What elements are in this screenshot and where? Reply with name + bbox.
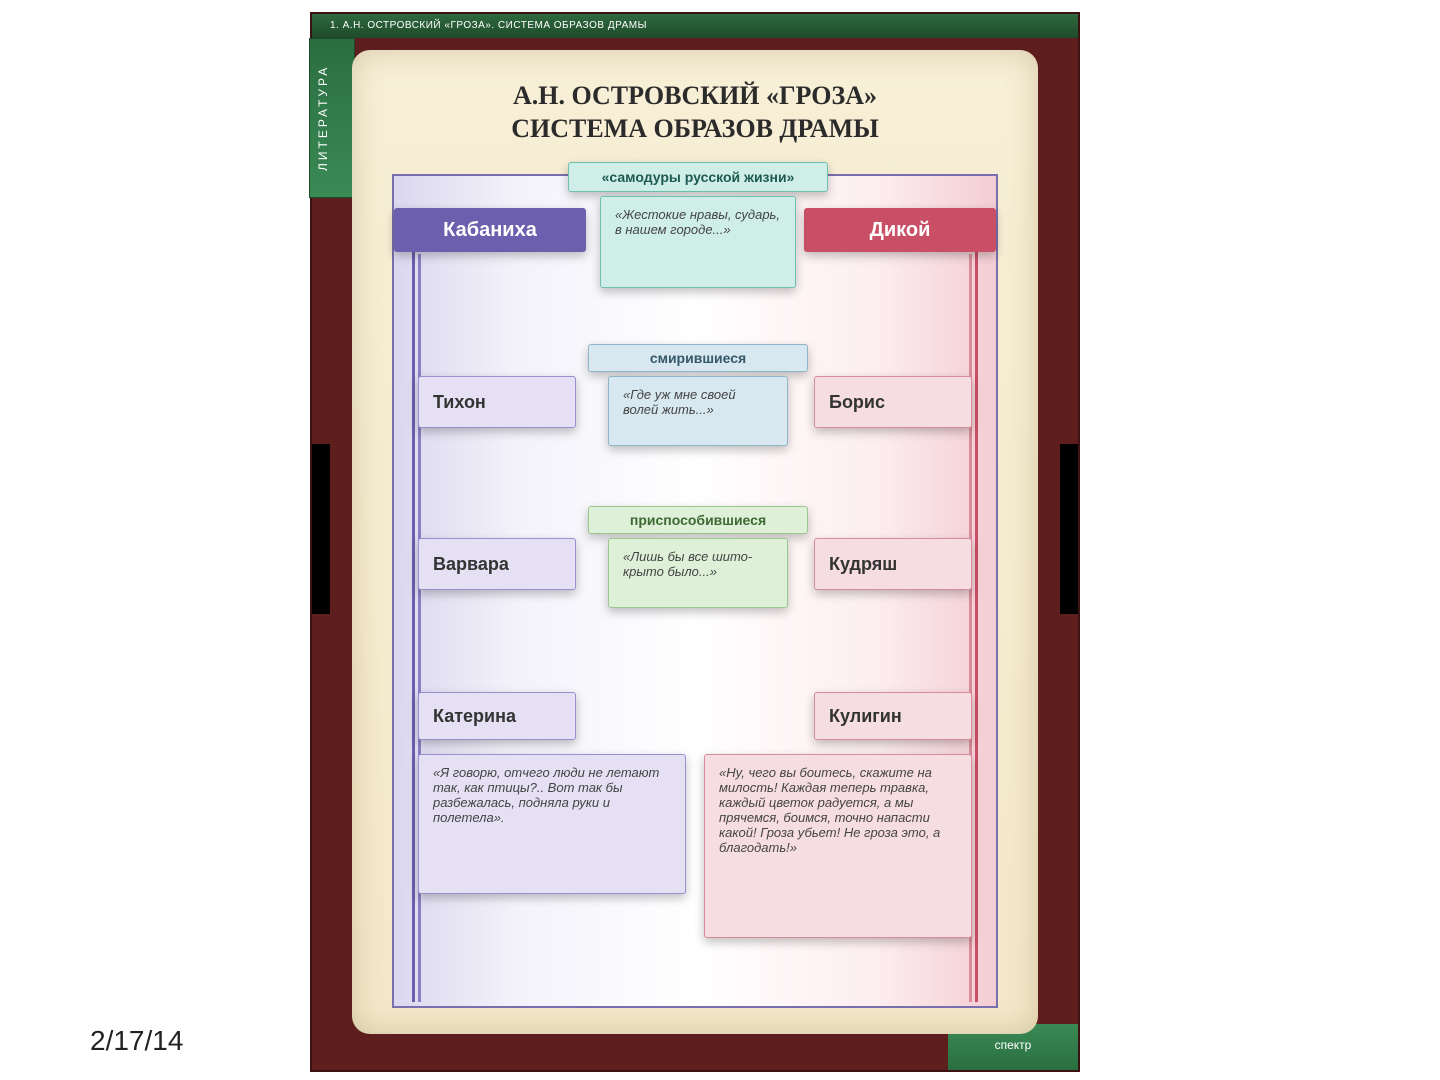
quote-r1: «Жестокие нравы, сударь, в нашем городе.… bbox=[600, 196, 796, 288]
left-rail bbox=[412, 220, 415, 1002]
char-kuligin: Кулигин bbox=[814, 692, 972, 740]
quote-kuligin: «Ну, чего вы боитесь, скажите на милость… bbox=[704, 754, 972, 938]
char-varvara: Варвара bbox=[418, 538, 576, 590]
binding-tab-left bbox=[312, 444, 330, 614]
diagram-panel: «самодуры русской жизни» Кабаниха Дикой … bbox=[392, 174, 998, 1008]
quote-katerina: «Я говорю, отчего люди не летают так, ка… bbox=[418, 754, 686, 894]
subject-tab: ЛИТЕРАТУРА bbox=[309, 38, 355, 198]
poster-frame: 1. А.Н. ОСТРОВСКИЙ «ГРОЗА». СИСТЕМА ОБРА… bbox=[310, 12, 1080, 1072]
category-smirivshiesya: смирившиеся bbox=[588, 344, 808, 372]
scroll-background: А.Н. ОСТРОВСКИЙ «ГРОЗА» СИСТЕМА ОБРАЗОВ … bbox=[352, 50, 1038, 1034]
title-line-1: А.Н. ОСТРОВСКИЙ «ГРОЗА» bbox=[352, 80, 1038, 113]
poster-title: А.Н. ОСТРОВСКИЙ «ГРОЗА» СИСТЕМА ОБРАЗОВ … bbox=[352, 50, 1038, 145]
char-kudryash: Кудряш bbox=[814, 538, 972, 590]
quote-r2: «Где уж мне своей волей жить...» bbox=[608, 376, 788, 446]
right-rail bbox=[975, 220, 978, 1002]
char-kabaniha: Кабаниха bbox=[394, 208, 586, 252]
char-katerina: Катерина bbox=[418, 692, 576, 740]
char-tihon: Тихон bbox=[418, 376, 576, 428]
category-prisposobivshiesya: приспособившиеся bbox=[588, 506, 808, 534]
category-samodury: «самодуры русской жизни» bbox=[568, 162, 828, 192]
title-line-2: СИСТЕМА ОБРАЗОВ ДРАМЫ bbox=[352, 113, 1038, 146]
slide-date: 2/17/14 bbox=[90, 1025, 183, 1057]
binding-tab-right bbox=[1060, 444, 1078, 614]
quote-r3: «Лишь бы все шито-крыто было...» bbox=[608, 538, 788, 608]
char-boris: Борис bbox=[814, 376, 972, 428]
poster-topbar: 1. А.Н. ОСТРОВСКИЙ «ГРОЗА». СИСТЕМА ОБРА… bbox=[312, 14, 1078, 38]
char-dikoy: Дикой bbox=[804, 208, 996, 252]
